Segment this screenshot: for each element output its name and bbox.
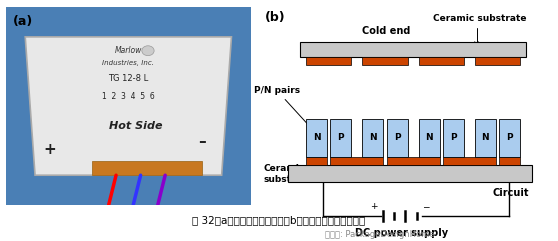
Text: DC power supply: DC power supply	[355, 228, 448, 238]
Text: Hot Side: Hot Side	[109, 121, 162, 131]
Bar	[330, 119, 352, 157]
Text: 图 32（a）热电制冷片样品；（b）热电制冷片封装示意图: 图 32（a）热电制冷片样品；（b）热电制冷片封装示意图	[193, 215, 365, 226]
Text: Circuit: Circuit	[493, 188, 529, 198]
Text: Hot end: Hot end	[376, 169, 420, 179]
Bar	[330, 157, 383, 165]
Bar	[387, 119, 408, 157]
Bar	[418, 119, 440, 157]
Polygon shape	[25, 37, 232, 175]
Bar	[300, 42, 526, 57]
Text: +: +	[44, 142, 56, 157]
Circle shape	[142, 46, 154, 56]
Bar	[362, 119, 383, 157]
Text: 微信号: PackageDesignHome: 微信号: PackageDesignHome	[325, 230, 434, 239]
Text: 1  2  3  4  5  6: 1 2 3 4 5 6	[102, 92, 155, 101]
Bar	[475, 57, 520, 65]
Text: P: P	[507, 133, 513, 142]
Bar	[475, 119, 496, 157]
Text: Marlow: Marlow	[114, 46, 142, 55]
Text: Ceramic
substrate: Ceramic substrate	[264, 164, 313, 184]
Text: Cold end: Cold end	[362, 26, 410, 36]
Text: P: P	[394, 133, 401, 142]
Text: Ceramic substrate: Ceramic substrate	[433, 14, 527, 45]
Bar	[92, 161, 202, 175]
Bar	[443, 157, 496, 165]
Text: −: −	[422, 202, 429, 211]
Bar	[306, 157, 327, 165]
Text: (b): (b)	[265, 11, 286, 24]
Text: N: N	[369, 133, 377, 142]
Text: +: +	[370, 202, 378, 211]
Bar	[288, 165, 532, 182]
Text: N: N	[312, 133, 320, 142]
Text: N: N	[425, 133, 433, 142]
Text: (a): (a)	[13, 15, 33, 28]
Text: –: –	[198, 134, 206, 149]
Text: P/N pairs: P/N pairs	[253, 86, 314, 131]
Text: N: N	[482, 133, 489, 142]
Bar	[418, 57, 464, 65]
Bar	[499, 119, 520, 157]
Text: P: P	[338, 133, 344, 142]
Bar	[306, 57, 352, 65]
Bar	[443, 119, 464, 157]
Bar	[362, 57, 408, 65]
Bar	[499, 157, 520, 165]
Bar	[387, 157, 440, 165]
Text: P: P	[450, 133, 457, 142]
Text: TG 12-8 L: TG 12-8 L	[108, 74, 148, 83]
Text: Industries, Inc.: Industries, Inc.	[102, 60, 155, 66]
Bar	[306, 119, 327, 157]
